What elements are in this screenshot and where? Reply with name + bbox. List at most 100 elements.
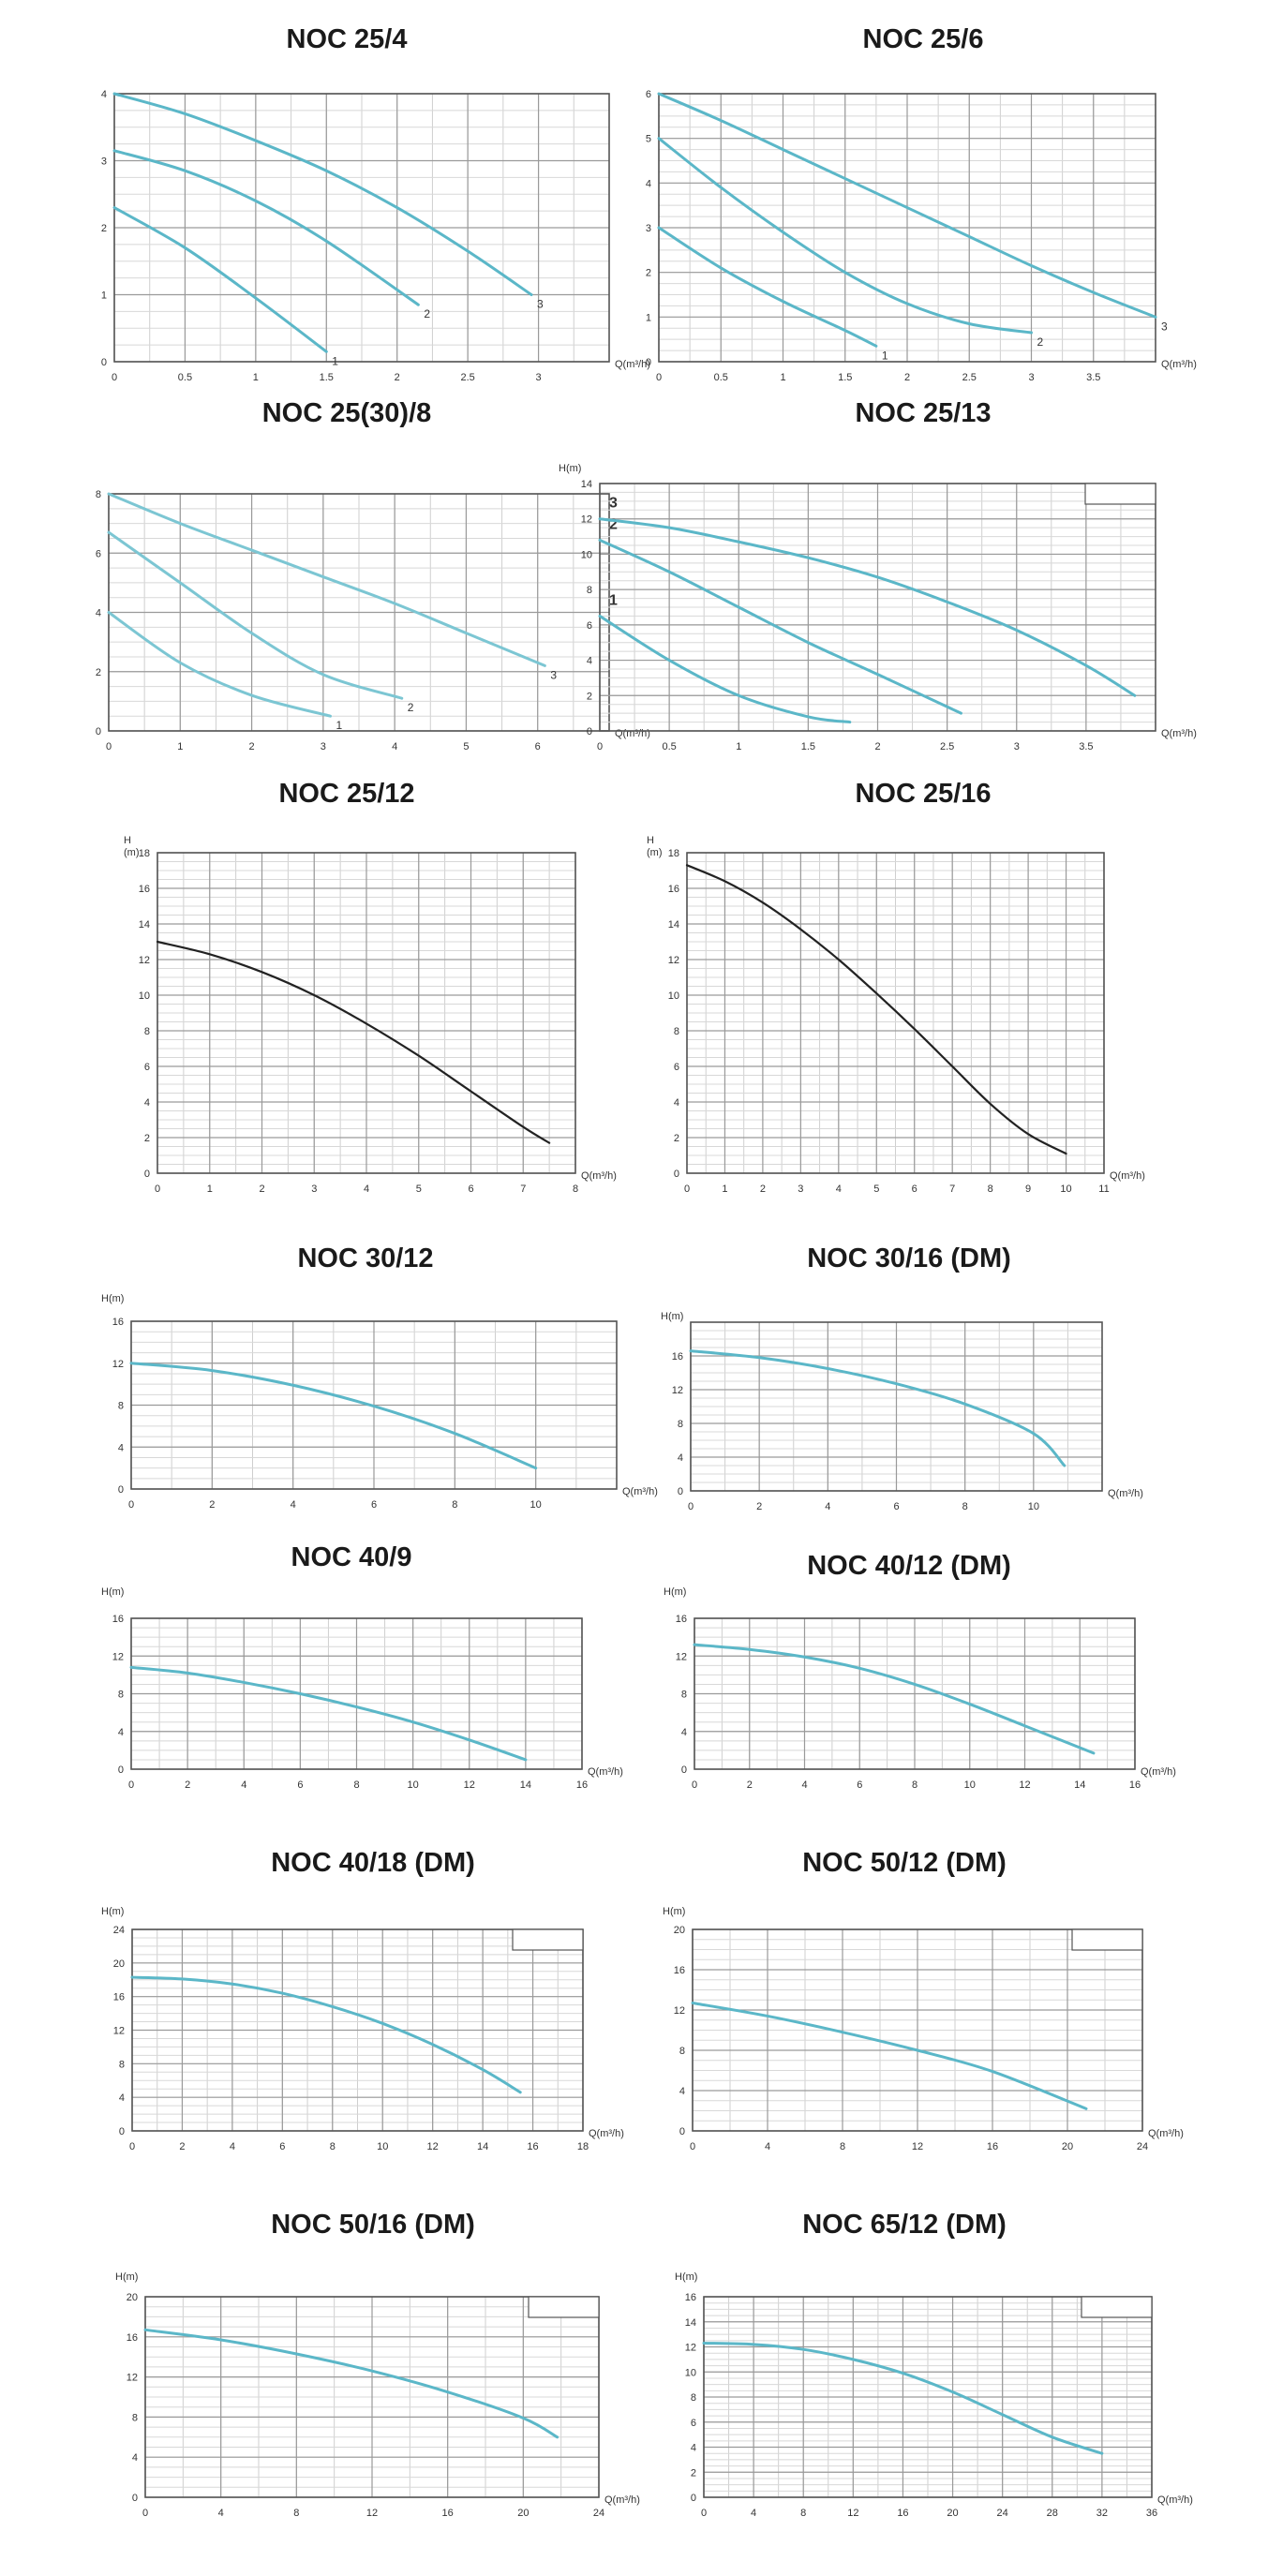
y-tick-label: 4 (674, 1097, 679, 1109)
x-tick-label: 1.5 (838, 372, 852, 383)
y-tick-label: 8 (132, 2412, 138, 2423)
y-tick-label: 12 (674, 2005, 685, 2017)
x-tick-label: 3 (1028, 372, 1034, 383)
x-axis-label: Q(m³/h) (1148, 2128, 1184, 2139)
x-tick-label: 14 (477, 2141, 488, 2152)
x-tick-label: 1 (253, 372, 259, 383)
x-tick-label: 1.5 (320, 372, 334, 383)
x-tick-label: 9 (1025, 1184, 1031, 1195)
x-tick-label: 12 (912, 2141, 923, 2152)
y-tick-label: 18 (668, 848, 679, 859)
y-tick-label: 2 (144, 1133, 150, 1144)
series-line-curve (156, 940, 551, 1144)
x-tick-label: 4 (836, 1184, 842, 1195)
chart-title-5: NOC 25/16 (855, 779, 992, 809)
x-axis-label: Q(m³/h) (581, 1170, 617, 1182)
y-tick-label: 12 (112, 1359, 124, 1370)
y-tick-label: 10 (668, 990, 679, 1002)
chart-title-1: NOC 25/6 (862, 24, 984, 54)
x-tick-label: 0 (692, 1779, 697, 1791)
x-tick-label: 7 (520, 1184, 526, 1195)
y-tick-label: 8 (587, 585, 592, 596)
series-line-curve (130, 1975, 522, 2094)
y-axis-label: H(m) (559, 463, 581, 474)
x-tick-label: 2 (874, 741, 880, 752)
chart-title-9: NOC 40/12 (DM) (807, 1551, 1011, 1581)
x-tick-label: 5 (463, 741, 469, 752)
y-tick-label: 12 (676, 1651, 687, 1662)
x-tick-label: 20 (947, 2508, 958, 2519)
x-tick-label: 0.5 (178, 372, 192, 383)
series-line-1 (107, 611, 332, 718)
series-line-curve (685, 864, 1067, 1155)
chart-title-7: NOC 30/16 (DM) (807, 1243, 1011, 1273)
y-tick-label: 0 (674, 1169, 679, 1180)
series-line-3 (657, 92, 1157, 319)
plot-frame (686, 852, 1105, 1174)
y-axis-label: H(m) (663, 1906, 685, 1917)
series-label: 2 (408, 701, 414, 714)
x-tick-label: 10 (964, 1779, 976, 1791)
y-tick-label: 20 (674, 1925, 685, 1936)
y-axis-label: H(m) (675, 2271, 697, 2283)
series-line-1 (657, 226, 878, 348)
x-tick-label: 0.5 (662, 741, 676, 752)
series-line-2 (107, 530, 404, 700)
y-tick-label: 4 (96, 608, 101, 619)
y-tick-label: 10 (581, 549, 592, 560)
plot-frame (694, 1617, 1136, 1770)
y-tick-label: 8 (144, 1026, 150, 1037)
x-tick-label: 4 (751, 2508, 756, 2519)
y-tick-label: 6 (96, 548, 101, 559)
y-tick-label: 4 (132, 2452, 138, 2464)
x-tick-label: 4 (291, 1499, 296, 1511)
x-tick-label: 24 (997, 2508, 1008, 2519)
x-tick-label: 0 (155, 1184, 160, 1195)
y-tick-label: 6 (674, 1062, 679, 1073)
x-tick-label: 2 (259, 1184, 264, 1195)
y-tick-label: 4 (646, 178, 651, 189)
x-tick-label: 8 (293, 2508, 299, 2519)
y-tick-label: 5 (646, 134, 651, 145)
x-tick-label: 3 (1014, 741, 1020, 752)
x-tick-label: 4 (801, 1779, 807, 1791)
x-tick-label: 12 (464, 1779, 475, 1791)
x-tick-label: 0 (688, 1501, 694, 1512)
y-tick-label: 20 (127, 2292, 138, 2303)
y-tick-label: 12 (685, 2343, 696, 2354)
x-tick-label: 3 (798, 1184, 803, 1195)
x-tick-label: 16 (576, 1779, 588, 1791)
plot-frame (113, 93, 610, 363)
y-tick-label: 8 (691, 2392, 696, 2404)
y-tick-label: 16 (112, 1614, 124, 1625)
x-tick-label: 16 (442, 2508, 454, 2519)
x-axis-label: Q(m³/h) (1161, 728, 1197, 739)
x-tick-label: 0 (106, 741, 112, 752)
y-tick-label: 2 (101, 223, 107, 234)
x-axis-label: Q(m³/h) (615, 359, 650, 370)
y-tick-label: 12 (113, 2026, 125, 2037)
x-tick-label: 4 (392, 741, 397, 752)
x-tick-label: 14 (520, 1779, 531, 1791)
x-tick-label: 8 (912, 1779, 917, 1791)
y-tick-label: 2 (674, 1133, 679, 1144)
x-tick-label: 8 (573, 1184, 578, 1195)
series-label: 3 (550, 668, 557, 681)
y-tick-label: 8 (119, 2059, 125, 2070)
x-tick-label: 2 (760, 1184, 766, 1195)
x-axis-label: Q(m³/h) (588, 1766, 623, 1778)
x-tick-label: 0 (656, 372, 662, 383)
y-axis-label: H(m) (115, 2271, 138, 2283)
chart-title-3: NOC 25/13 (855, 398, 992, 428)
chart-title-12: NOC 50/16 (DM) (271, 2210, 475, 2240)
x-axis-label: Q(m³/h) (622, 1486, 658, 1497)
y-tick-label: 6 (144, 1062, 150, 1073)
y-tick-label: 4 (679, 2086, 685, 2097)
x-tick-label: 2.5 (940, 741, 954, 752)
y-tick-label: 8 (679, 2046, 685, 2057)
x-tick-label: 6 (297, 1779, 303, 1791)
series-label: 1 (609, 592, 618, 608)
